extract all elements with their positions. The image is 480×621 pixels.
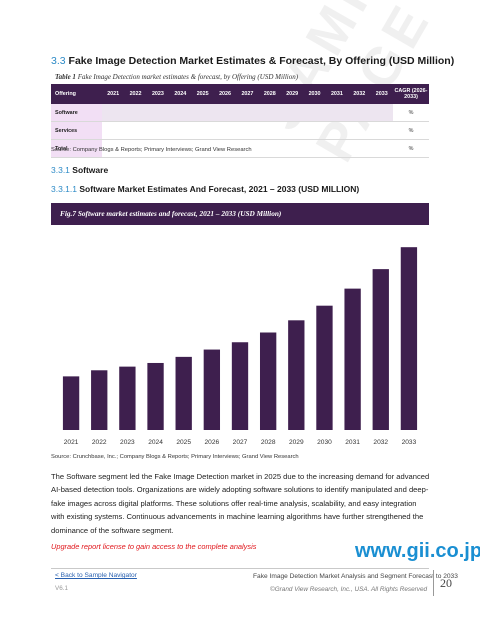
table-row-label: Services xyxy=(51,121,102,140)
x-tick-label: 2028 xyxy=(261,439,276,446)
x-tick-label: 2022 xyxy=(92,439,107,446)
table-row: Services % xyxy=(51,121,429,140)
figure-title: Fig.7 Software market estimates and fore… xyxy=(60,209,282,218)
x-tick-label: 2021 xyxy=(64,439,79,446)
table-header-cell: 2033 xyxy=(370,84,393,104)
table-header-cell: CAGR (2026-2033) xyxy=(393,84,429,104)
table-row-label: Total xyxy=(51,139,102,158)
bar-2028 xyxy=(259,332,277,430)
table-row-label: Software xyxy=(51,104,102,122)
table-cagr-cell: % xyxy=(393,139,429,158)
table-row: Software % xyxy=(51,104,429,122)
subsection-number: 3.3.1 xyxy=(51,165,70,175)
x-tick-label: 2029 xyxy=(289,439,304,446)
bar-2031 xyxy=(344,288,361,430)
page-number: 20 xyxy=(440,576,452,590)
subsubsection-title: Software Market Estimates And Forecast, … xyxy=(79,184,360,194)
back-to-navigator-link[interactable]: < Back to Sample Navigator xyxy=(55,572,137,579)
subsection-heading: 3.3.1 Software xyxy=(51,165,108,175)
x-tick-label: 2033 xyxy=(402,439,417,446)
footer-copyright: ©Grand View Research, Inc., USA. All Rig… xyxy=(270,586,428,593)
table-header-cell: 2028 xyxy=(258,84,281,104)
section-title: Fake Image Detection Market Estimates & … xyxy=(68,55,455,67)
table-header-cell: 2029 xyxy=(281,84,304,104)
footer-divider xyxy=(51,568,429,569)
figure-header-bar xyxy=(51,203,429,225)
table-caption-text: Fake Image Detection market estimates & … xyxy=(77,73,299,81)
x-tick-label: 2025 xyxy=(176,439,191,446)
table-cagr-cell: % xyxy=(393,104,429,122)
table-header-cell: 2027 xyxy=(236,84,259,104)
software-bar-chart: 2021 2022 2023 2024 2025 2026 2027 2028 2029 2030… xyxy=(62,247,418,446)
table-header-cell: 2025 xyxy=(191,84,214,104)
table-source: Source: Company Blogs & Reports; Primary… xyxy=(51,147,252,153)
analysis-paragraph: The Software segment led the Fake Image … xyxy=(51,472,430,535)
market-table: Offering 2021 2022 2023 2024 2025 2026 2… xyxy=(51,84,429,158)
x-tick-label: 2026 xyxy=(205,439,220,446)
bar-2030 xyxy=(316,305,333,430)
table-row: Total % xyxy=(51,139,429,158)
footer-separator xyxy=(433,570,434,596)
bar-2027 xyxy=(231,342,249,430)
table-header-cell: 2026 xyxy=(213,84,237,104)
bar-2033 xyxy=(400,247,418,430)
footer-report-title: Fake Image Detection Market Analysis and… xyxy=(253,573,458,580)
subsubsection-number: 3.3.1.1 xyxy=(51,184,77,194)
x-tick-label: 2023 xyxy=(120,439,135,446)
bar-2022 xyxy=(91,370,108,430)
subsection-title: Software xyxy=(72,165,109,175)
x-tick-label: 2032 xyxy=(373,439,388,446)
table-header-cell: 2023 xyxy=(146,84,170,104)
figure-source: Source: Crunchbase, Inc.; Company Blogs … xyxy=(51,454,299,460)
table-header-cell: 2032 xyxy=(348,84,371,104)
table-header-cell: 2022 xyxy=(124,84,147,104)
section-heading: 3.3 Fake Image Detection Market Estimate… xyxy=(51,55,454,67)
table-header-row: Offering 2021 2022 2023 2024 2025 2026 2… xyxy=(51,84,429,104)
upgrade-notice[interactable]: Upgrade report license to gain access to… xyxy=(51,542,257,551)
x-tick-label: 2027 xyxy=(233,439,248,446)
bar-2029 xyxy=(288,320,305,430)
table-cagr-cell: % xyxy=(393,121,429,140)
bar-2021 xyxy=(62,376,80,430)
section-number: 3.3 xyxy=(51,55,66,67)
table-header-cell: 2030 xyxy=(303,84,326,104)
bar-2023 xyxy=(119,366,136,430)
table-header-cell: Offering xyxy=(51,84,102,104)
table-header-cell: 2021 xyxy=(102,84,125,104)
bar-2032 xyxy=(372,269,389,430)
table-caption-label: Table 1 xyxy=(55,73,76,81)
bar-2024 xyxy=(147,362,164,430)
x-tick-label: 2024 xyxy=(148,439,163,446)
bar-2025 xyxy=(175,356,192,430)
table-header-cell: 2031 xyxy=(325,84,349,104)
subsubsection-heading: 3.3.1.1 Software Market Estimates And Fo… xyxy=(51,184,359,194)
bar-2026 xyxy=(203,349,221,430)
table-caption: Table 1 Fake Image Detection market esti… xyxy=(55,73,298,81)
table-header-cell: 2024 xyxy=(169,84,192,104)
version-label: V6.1 xyxy=(55,585,68,592)
x-tick-label: 2030 xyxy=(317,439,332,446)
gii-watermark: www.gii.co.jp xyxy=(355,540,480,562)
x-tick-label: 2031 xyxy=(345,439,360,446)
